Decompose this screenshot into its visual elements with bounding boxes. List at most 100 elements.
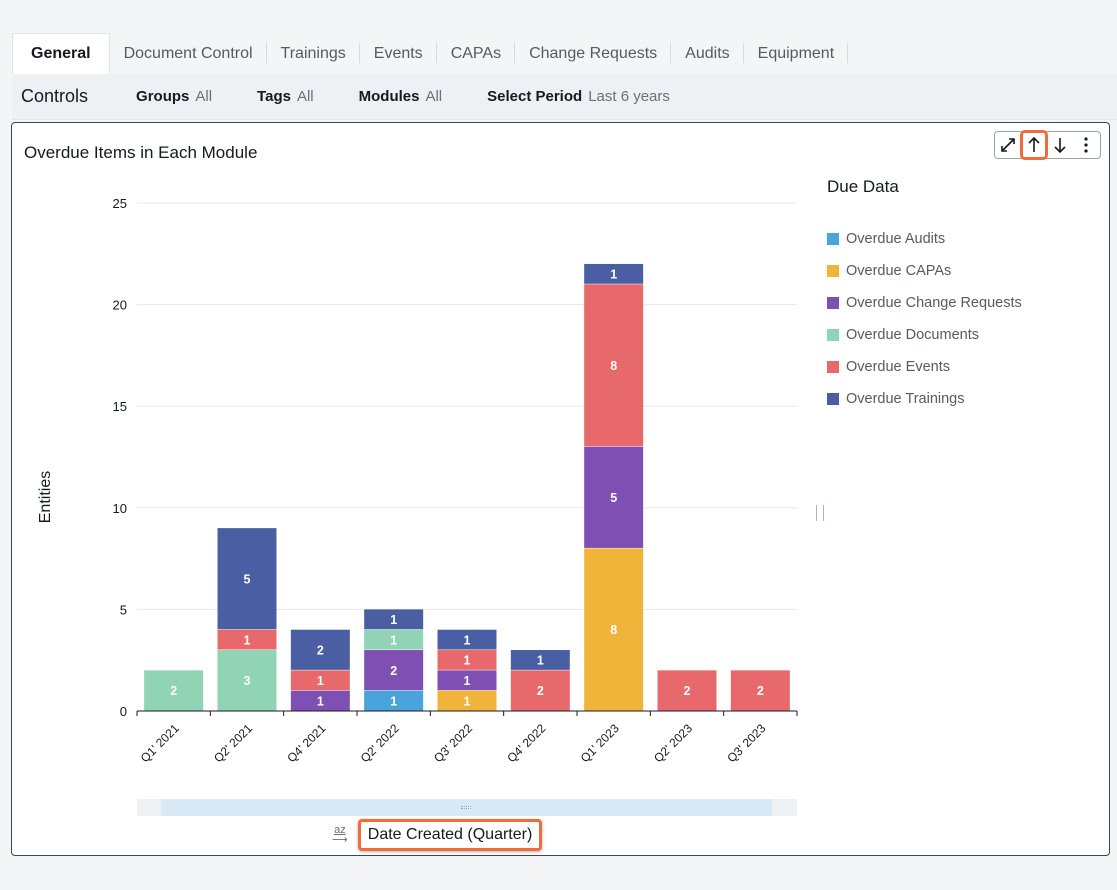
groups-filter[interactable]: Groups All [136,88,212,105]
y-axis-title: Entities [37,470,54,524]
y-tick-label: 15 [113,399,127,414]
data-label: 8 [610,623,617,637]
bar-segment[interactable] [510,650,570,670]
tab-divider [847,43,849,63]
legend-label: Overdue Documents [846,327,979,343]
visual-toolbar [994,130,1101,160]
data-label: 1 [317,674,324,688]
bar-segment[interactable] [364,690,424,711]
data-label: 5 [244,572,251,586]
x-tick-label: Q3' 2022 [431,721,475,765]
bar-segment[interactable] [364,609,424,630]
data-label: 2 [757,684,764,698]
bar-segment[interactable] [364,629,424,650]
legend-label: Overdue CAPAs [846,263,952,279]
x-tick-label: Q2' 2021 [211,721,255,765]
sort-descending-icon [1054,138,1066,154]
chart-scrollbar-thumb[interactable] [161,799,772,816]
modules-filter-label: Modules [358,88,420,105]
legend-label: Overdue Events [846,359,950,375]
y-tick-label: 20 [113,298,127,313]
tab-events[interactable]: Events [360,33,437,74]
legend-label: Overdue Trainings [846,391,965,407]
tab-divider [742,43,744,63]
data-label: 2 [390,664,397,678]
tab-label: General [31,45,91,62]
bar-segment[interactable] [437,629,497,650]
legend-item[interactable]: Overdue CAPAs [827,255,1022,287]
expand-button[interactable] [995,132,1021,158]
sort-ascending-icon [1028,136,1040,152]
legend-item[interactable]: Overdue Trainings [827,383,1022,415]
bar-segment[interactable] [217,650,277,711]
legend-item[interactable]: Overdue Change Requests [827,287,1022,319]
y-tick-label: 0 [120,704,127,719]
legend-label: Overdue Audits [846,231,946,247]
tags-filter[interactable]: Tags All [257,88,314,105]
chart-legend: Due Data Overdue Audits Overdue CAPAs Over… [827,177,1022,415]
sort-ascending-button[interactable] [1020,130,1048,160]
bar-segment[interactable] [437,690,497,711]
sort-az-icon[interactable]: az ⟶ [332,824,348,846]
legend-swatch [827,265,839,277]
more-options-button[interactable] [1073,132,1099,158]
tab-divider [358,43,360,63]
tags-filter-value: All [296,88,314,105]
x-tick-label: Q3' 2023 [724,721,768,765]
bar-segment[interactable] [437,670,497,691]
bar-segment[interactable] [584,263,644,284]
legend-item[interactable]: Overdue Events [827,351,1022,383]
modules-filter-value: All [425,88,443,105]
tab-capas[interactable]: CAPAs [437,33,516,74]
tab-divider [435,43,437,63]
tab-trainings[interactable]: Trainings [267,33,360,74]
tab-audits[interactable]: Audits [671,33,744,74]
x-tick-label: Q2' 2022 [358,721,402,765]
module-tabs: General Document Control Trainings Events CA… [12,33,1117,74]
data-label: 1 [244,633,251,647]
bar-segment[interactable] [217,528,277,630]
legend-swatch [827,329,839,341]
bar-segment[interactable] [217,629,277,650]
period-filter[interactable]: Select Period Last 6 years [487,88,670,105]
data-label: 8 [610,359,617,373]
bar-segment[interactable] [290,629,350,670]
data-label: 1 [464,654,471,668]
bar-segment[interactable] [510,670,570,711]
bar-segment[interactable] [437,650,497,670]
expand-icon [1001,138,1015,152]
bar-segment[interactable] [364,650,424,691]
legend-swatch [827,297,839,309]
y-tick-label: 10 [113,501,127,516]
bar-segment[interactable] [730,670,790,711]
tab-equipment[interactable]: Equipment [744,33,849,74]
data-label: 1 [610,268,617,282]
bar-segment[interactable] [584,284,644,447]
x-tick-label: Q1' 2021 [138,721,182,765]
legend-item[interactable]: Overdue Documents [827,319,1022,351]
modules-filter[interactable]: Modules All [359,88,443,105]
tab-general[interactable]: General [12,33,110,74]
y-tick-label: 25 [113,196,127,211]
tags-filter-label: Tags [257,88,291,105]
bar-segment[interactable] [290,670,350,691]
bar-segment[interactable] [584,446,644,548]
panel-title: Overdue Items in Each Module [24,143,258,162]
bar-segment[interactable] [657,670,717,711]
chart-scrollbar[interactable] [137,799,797,816]
groups-filter-label: Groups [136,88,190,105]
x-axis-title[interactable]: Date Created (Quarter) [357,819,543,851]
bar-segment[interactable] [290,690,350,711]
bar-segment[interactable] [584,548,644,711]
legend-resize-handle[interactable] [816,505,824,521]
data-label: 3 [244,674,251,688]
tab-document-control[interactable]: Document Control [110,33,267,74]
x-tick-label: Q2' 2023 [651,721,695,765]
period-filter-value: Last 6 years [588,88,670,105]
sort-descending-button[interactable] [1047,132,1073,158]
tab-label: CAPAs [450,44,502,62]
tab-divider [670,43,672,63]
legend-item[interactable]: Overdue Audits [827,223,1022,255]
bar-segment[interactable] [144,670,204,711]
tab-change-requests[interactable]: Change Requests [515,33,672,74]
